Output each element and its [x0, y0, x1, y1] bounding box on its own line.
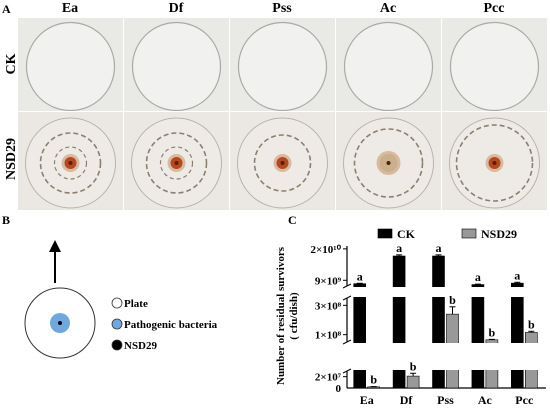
x-tick-label-pss: Pss [437, 393, 454, 407]
significance-letter-nsd29-ac: b [489, 325, 496, 339]
ck-plate-pss [230, 18, 335, 111]
x-tick-label-ac: Ac [478, 393, 493, 407]
nsd29-spot [58, 321, 62, 325]
panel-b-letter: B [2, 213, 11, 227]
bar-ck-pcc [510, 282, 524, 389]
significance-letter-ck-df: a [396, 241, 402, 255]
legend-label-0: Plate [124, 298, 148, 310]
nsd29-plate-ea [18, 112, 123, 210]
bar-break-gap-0-3-1 [470, 287, 485, 297]
column-label-pss: Pss [272, 1, 292, 16]
assay-schematic: Plate Pathogenic bacteria NSD29 [24, 240, 218, 359]
nsd29-plate-pcc [442, 112, 547, 210]
bar-nsd29-df [406, 375, 420, 389]
bar-break-gap-0-0-1 [352, 287, 367, 297]
significance-letter-ck-ea: a [357, 269, 363, 283]
legend-swatch-0 [111, 297, 123, 309]
nsd29-plate-df [124, 112, 229, 210]
bar-break-gap-1-3-0 [484, 343, 499, 370]
schematic-legend: Plate Pathogenic bacteria NSD29 [111, 297, 218, 352]
bar-break-gap-0-2-0 [431, 343, 446, 370]
legend-label-1: Pathogenic bacteria [124, 319, 218, 331]
column-label-ea: Ea [61, 1, 79, 16]
bar-break-gap-0-1-1 [392, 287, 407, 297]
significance-letter-nsd29-df: b [410, 359, 417, 373]
x-tick-label-df: Df [400, 393, 414, 407]
bar-break-gap-1-4-0 [524, 343, 539, 370]
bar-ck-ac [471, 284, 485, 389]
y-tick-label-2-0: 9×10⁹ [315, 275, 342, 287]
nsd29-plate-pss [230, 112, 335, 210]
significance-letter-nsd29-ea: b [370, 373, 377, 387]
chart-legend-swatch-ck [377, 228, 393, 239]
bar-ck-ea [353, 283, 367, 389]
chart-legend-swatch-nsd29 [461, 228, 477, 239]
chart-legend-label-nsd29: NSD29 [481, 227, 517, 241]
column-label-ac: Ac [379, 1, 397, 16]
bar-break-gap-0-2-1 [431, 287, 446, 297]
axis-break-mark-0-1 [342, 368, 352, 374]
bar-break-gap-0-4-0 [510, 343, 525, 370]
axis-break-mark-1-1 [342, 295, 352, 301]
significance-letter-ck-pcc: a [514, 268, 520, 282]
ck-plate-ac [336, 18, 441, 111]
ck-plate-df [124, 18, 229, 111]
legend-swatch-2 [111, 339, 123, 351]
nsd29-plate-ac [336, 112, 441, 210]
axis-break-mark-1-0 [342, 283, 352, 289]
x-tick-label-pcc: Pcc [515, 393, 534, 407]
legend-swatch-1 [111, 318, 123, 330]
y-tick-label-2-1: 2×10¹⁰ [311, 244, 342, 256]
ck-plate-pcc [442, 18, 547, 111]
direction-arrow [49, 240, 61, 283]
y-axis-label-line-1: ( cfu/dish) [288, 292, 300, 340]
significance-letter-nsd29-pss: b [449, 293, 456, 307]
bar-break-gap-0-1-0 [392, 343, 407, 370]
y-axis-label-line-0: Number of residual survivors [275, 246, 287, 385]
bar-break-gap-0-3-0 [470, 343, 485, 370]
significance-letter-nsd29-pcc: b [528, 317, 535, 331]
ck-plate-ea [18, 18, 123, 111]
y-tick-label-zero: 0 [336, 383, 342, 395]
y-tick-label-1-0: 1×10⁸ [315, 330, 342, 342]
significance-letter-ck-ac: a [475, 270, 481, 284]
bar-break-gap-0-0-0 [352, 343, 367, 370]
panel-a-letter: A [2, 2, 11, 16]
y-tick-label-0-0: 2×10⁷ [315, 372, 342, 384]
bar-break-gap-1-2-0 [445, 343, 460, 370]
significance-letter-ck-pss: a [436, 241, 442, 255]
column-label-df: Df [168, 1, 184, 16]
axis-break-mark-0-0 [342, 339, 352, 345]
column-label-pcc: Pcc [483, 1, 505, 16]
bar-break-gap-0-4-1 [510, 287, 525, 297]
chart-legend-label-ck: CK [397, 227, 416, 241]
y-tick-label-1-1: 3×10⁸ [315, 300, 342, 312]
legend-label-2: NSD29 [124, 340, 158, 352]
panel-c-letter: C [288, 213, 297, 227]
x-tick-label-ea: Ea [360, 393, 374, 407]
